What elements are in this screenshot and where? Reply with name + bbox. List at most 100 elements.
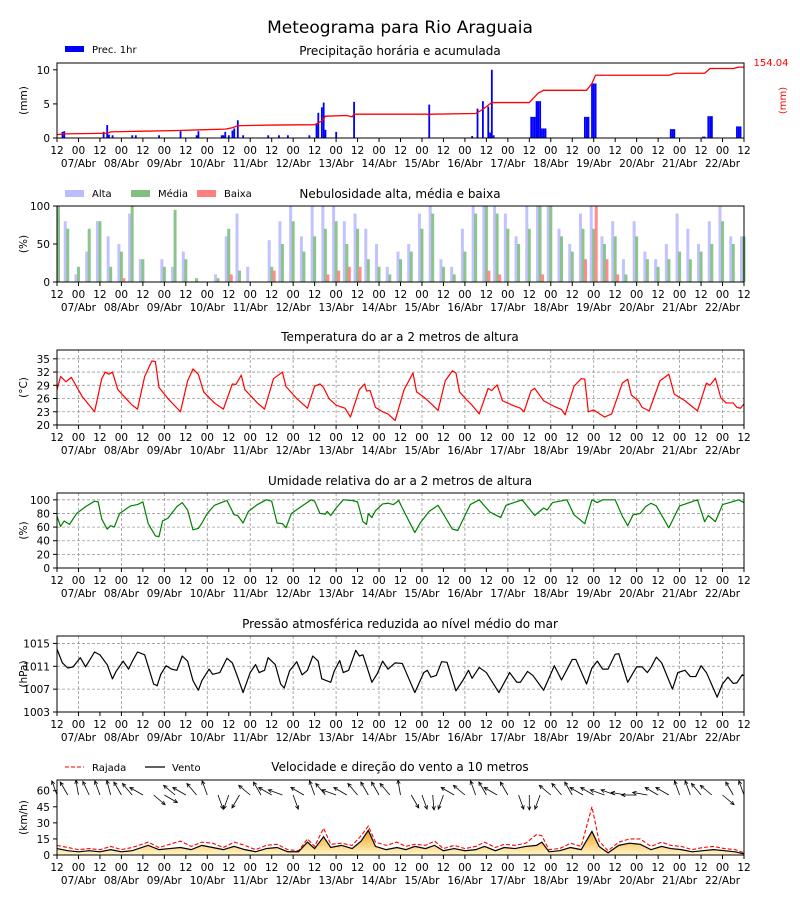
x-date-label: 08/Abr <box>104 158 140 170</box>
x-date-label: 13/Abr <box>319 875 355 887</box>
arrow-head <box>186 782 191 788</box>
x-tick-label: 00 <box>72 719 85 731</box>
wind-direction-arrow <box>551 782 562 796</box>
x-tick-label: 00 <box>286 432 299 444</box>
wind-direction-arrow <box>579 787 594 796</box>
arrow-head <box>673 780 678 785</box>
wind-direction-arrow <box>371 781 380 796</box>
cloud-bar-média <box>441 266 445 282</box>
x-tick-label: 12 <box>265 719 278 731</box>
x-date-label: 08/Abr <box>104 732 140 744</box>
x-tick-label: 12 <box>50 145 63 157</box>
arrow-shaft <box>470 780 477 796</box>
arrow-shaft <box>632 792 648 796</box>
x-tick-label: 12 <box>351 432 364 444</box>
arrow-shaft <box>347 783 358 796</box>
cloud-bar-média <box>463 251 467 282</box>
x-tick-label: 12 <box>93 432 106 444</box>
x-tick-label: 12 <box>651 289 664 301</box>
x-tick-label: 12 <box>694 289 707 301</box>
cloud-bar-baixa <box>337 270 341 282</box>
x-tick-label: 00 <box>115 719 128 731</box>
precip-bar <box>530 116 533 138</box>
arrow-head <box>534 805 539 810</box>
precip-bar <box>492 135 495 138</box>
precip-bar <box>320 107 323 138</box>
cloud-bar-alta <box>224 236 228 282</box>
x-tick-label: 12 <box>737 145 750 157</box>
x-date-label: 14/Abr <box>361 588 397 600</box>
precip-bar <box>585 116 588 138</box>
x-tick-label: 00 <box>286 145 299 157</box>
wind-direction-arrow <box>738 780 745 796</box>
wind-direction-arrow <box>538 784 552 796</box>
x-date-label: 19/Abr <box>576 875 612 887</box>
legend-swatch-prec <box>65 46 84 52</box>
x-tick-label: 12 <box>737 719 750 731</box>
arrow-shaft <box>129 787 144 796</box>
x-date-label: 21/Abr <box>662 302 698 314</box>
arrow-shaft <box>738 780 745 796</box>
arrow-head <box>631 790 637 796</box>
cloud-bar-alta <box>568 244 572 282</box>
cloud-bar-média <box>699 251 703 282</box>
x-date-label: 18/Abr <box>533 158 569 170</box>
precip-bar <box>353 101 355 138</box>
precip-bar <box>179 131 182 138</box>
cloud-bar-média <box>570 251 574 282</box>
wind-direction-arrow <box>499 781 509 796</box>
x-date-label: 20/Abr <box>619 158 655 170</box>
x-tick-label: 12 <box>566 432 579 444</box>
cloud-bar-alta <box>396 251 400 282</box>
cloud-bar-média <box>506 228 510 282</box>
cloud-bar-alta <box>299 236 303 282</box>
x-tick-label: 00 <box>201 719 214 731</box>
x-tick-label: 00 <box>673 575 686 587</box>
x-date-label: 11/Abr <box>233 732 269 744</box>
arrow-head <box>538 784 544 790</box>
x-tick-label: 12 <box>437 862 450 874</box>
precip-bar <box>490 69 493 138</box>
x-tick-label: 00 <box>544 145 557 157</box>
y-tick-label: 10 <box>37 65 50 77</box>
x-date-label: 07/Abr <box>61 445 97 457</box>
x-date-label: 11/Abr <box>233 445 269 457</box>
x-tick-label: 12 <box>179 862 192 874</box>
x-tick-label: 12 <box>694 432 707 444</box>
x-tick-label: 00 <box>201 289 214 301</box>
x-date-label: 08/Abr <box>104 445 140 457</box>
x-date-label: 11/Abr <box>233 875 269 887</box>
cloud-bar-alta <box>310 206 314 282</box>
x-date-label: 09/Abr <box>147 732 183 744</box>
precip-bar <box>308 135 311 138</box>
x-date-label: 18/Abr <box>533 588 569 600</box>
wind-direction-arrow <box>431 794 436 811</box>
wind-line <box>56 829 745 855</box>
cloud-bar-média <box>399 259 402 282</box>
arrow-shaft <box>397 780 401 796</box>
cloud-bar-média <box>613 236 617 282</box>
precip-bar <box>131 135 134 138</box>
wind-direction-arrow <box>527 795 532 811</box>
x-tick-label: 12 <box>480 289 493 301</box>
x-tick-label: 12 <box>737 575 750 587</box>
x-tick-label: 12 <box>694 719 707 731</box>
panel-title: Precipitação horária e acumulada <box>299 44 501 58</box>
panel-title: Velocidade e direção do vento a 10 metro… <box>271 760 528 774</box>
arrow-head <box>699 784 705 790</box>
x-date-label: 10/Abr <box>190 158 226 170</box>
cloud-bar-alta <box>589 206 593 282</box>
y-tick-label: 1007 <box>23 684 50 696</box>
x-tick-label: 12 <box>222 575 235 587</box>
x-tick-label: 12 <box>651 862 664 874</box>
x-tick-label: 00 <box>501 575 514 587</box>
y-tick-label: 60 <box>37 522 50 534</box>
x-tick-label: 00 <box>158 432 171 444</box>
x-date-label: 12/Abr <box>276 588 312 600</box>
x-tick-label: 00 <box>458 719 471 731</box>
wind-fill-area <box>57 830 744 855</box>
x-tick-label: 00 <box>72 145 85 157</box>
x-date-label: 15/Abr <box>404 445 440 457</box>
x-tick-label: 00 <box>415 432 428 444</box>
arrow-shaft <box>691 783 702 796</box>
